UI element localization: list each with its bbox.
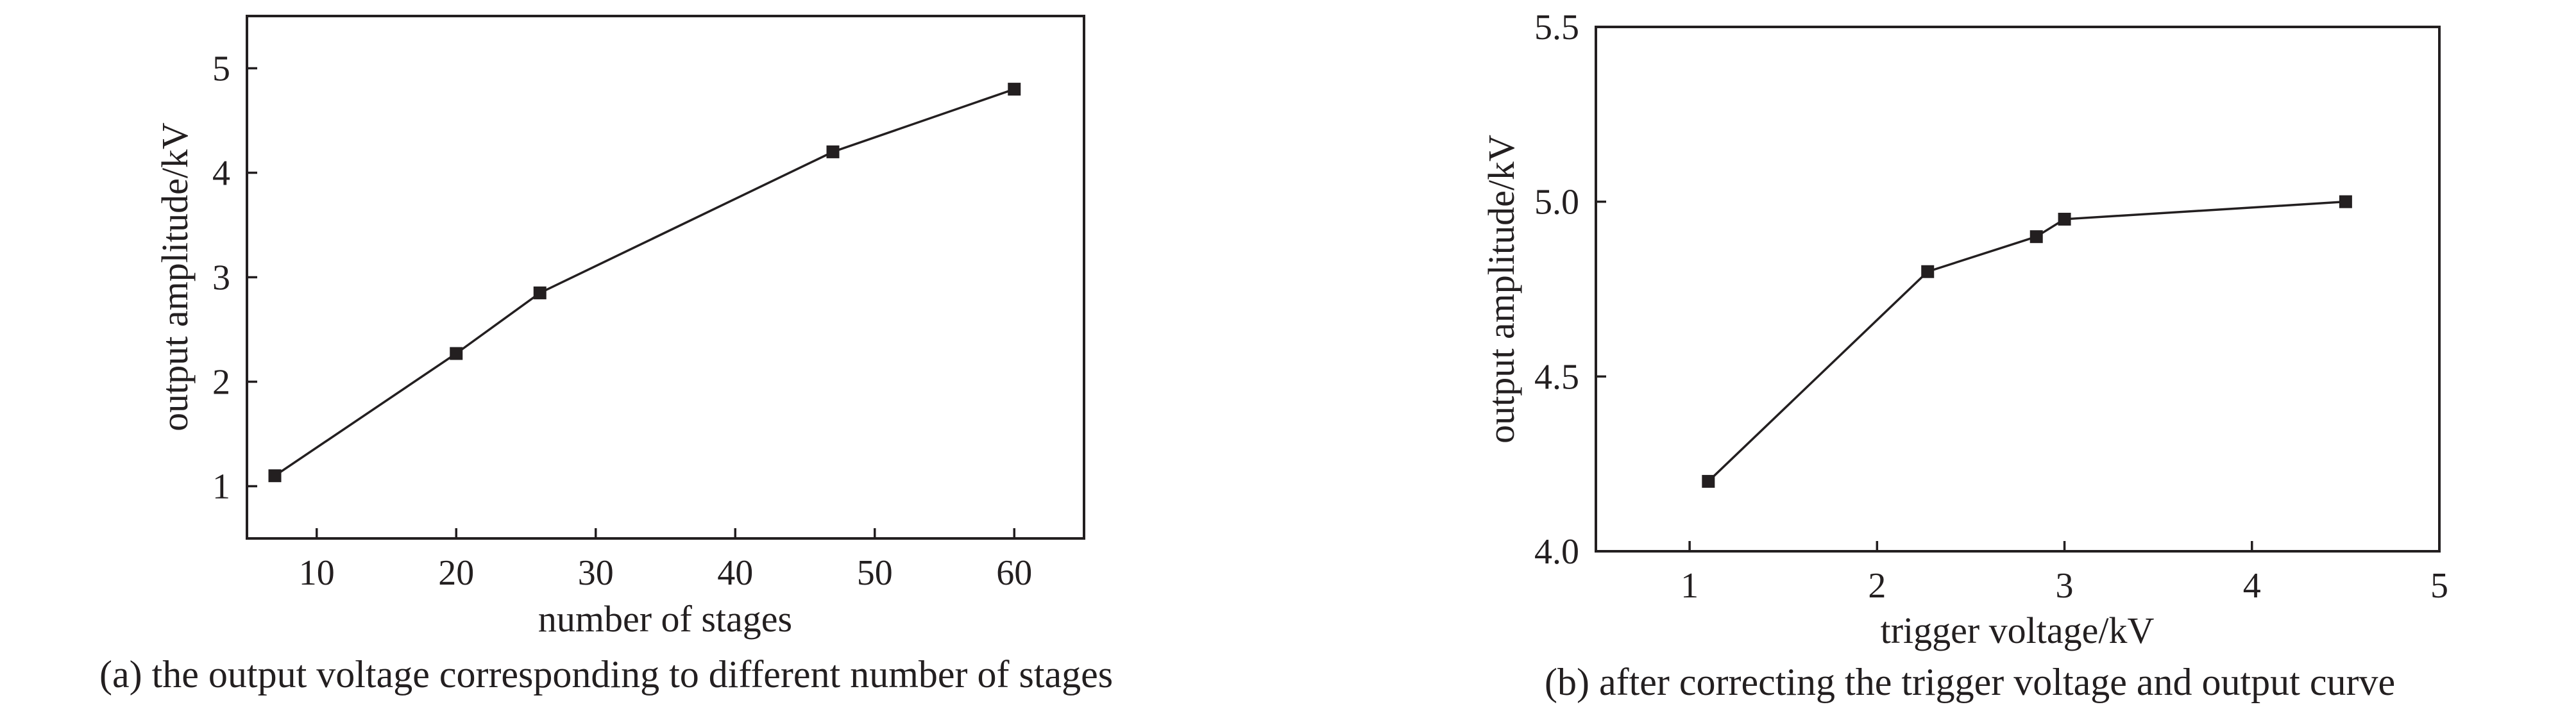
chart-a-x-tick-label: 60 xyxy=(996,553,1032,593)
chart-b-y-tick-label: 4.0 xyxy=(1534,532,1579,572)
chart-b-y-axis-label: output amplitude/kV xyxy=(1480,135,1522,444)
chart-a-data-point xyxy=(450,347,463,360)
chart-b-y-tick-label: 5.0 xyxy=(1534,183,1579,222)
chart-b-data-point xyxy=(1921,265,1935,278)
chart-a-y-tick-label: 2 xyxy=(212,363,230,403)
chart-a-data-point xyxy=(1008,83,1021,96)
chart-a-data-point xyxy=(268,469,282,483)
chart-a-plot: 10 20 30 40 50 60 1 2 3 4 5 number of stages output … xyxy=(154,15,1085,640)
chart-panel-a: 10 20 30 40 50 60 1 2 3 4 5 number of stages output … xyxy=(99,15,1114,695)
chart-b-x-tick-label: 1 xyxy=(1681,566,1699,606)
chart-b-y-tick-label: 5.5 xyxy=(1534,8,1579,47)
chart-b-series-line xyxy=(1707,200,2346,483)
chart-a-x-axis-label: number of stages xyxy=(538,598,792,640)
chart-b-data-point xyxy=(2029,230,2043,244)
chart-b-plot: 1 2 3 4 5 4.0 4.5 5.0 5.5 trigger voltage/kV outpu… xyxy=(1480,8,2448,651)
chart-panel-b: 1 2 3 4 5 4.0 4.5 5.0 5.5 trigger voltage/kV outpu… xyxy=(1288,0,2576,716)
chart-a-data-point xyxy=(826,145,840,158)
chart-b-data-point xyxy=(2058,212,2071,226)
chart-b-x-tick-label: 3 xyxy=(2056,566,2074,606)
chart-b-y-tick-label: 4.5 xyxy=(1534,357,1579,397)
chart-a-plot-frame xyxy=(246,15,1085,540)
chart-a-y-tick-label: 1 xyxy=(212,467,230,507)
chart-b-data-point xyxy=(1702,474,1715,488)
chart-a-caption: (a) the output voltage corresponding to … xyxy=(99,653,1114,695)
chart-a-y-axis-label: output amplitude/kV xyxy=(154,122,196,431)
chart-a-data-point xyxy=(533,286,547,299)
chart-b-x-tick-label: 4 xyxy=(2243,566,2261,606)
chart-a-x-tick-label: 40 xyxy=(717,553,753,593)
chart-b-x-axis-label: trigger voltage/kV xyxy=(1881,610,2155,651)
chart-b-caption: (b) after correcting the trigger voltage… xyxy=(1545,661,2396,703)
chart-b-data-point xyxy=(2339,195,2352,208)
chart-b-x-tick-label: 5 xyxy=(2430,566,2448,606)
chart-b-x-tick-label: 2 xyxy=(1868,566,1886,606)
chart-a-y-tick-label: 5 xyxy=(212,49,230,89)
chart-b-plot-frame xyxy=(1595,26,2441,553)
chart-a-series-line xyxy=(274,88,1015,477)
chart-a-x-tick-label: 10 xyxy=(299,553,335,593)
chart-a-x-tick-label: 50 xyxy=(857,553,893,593)
chart-a-x-tick-label: 20 xyxy=(438,553,474,593)
chart-a-y-tick-label: 3 xyxy=(212,258,230,298)
chart-a-x-tick-label: 30 xyxy=(578,553,614,593)
chart-a-y-tick-label: 4 xyxy=(212,154,230,194)
